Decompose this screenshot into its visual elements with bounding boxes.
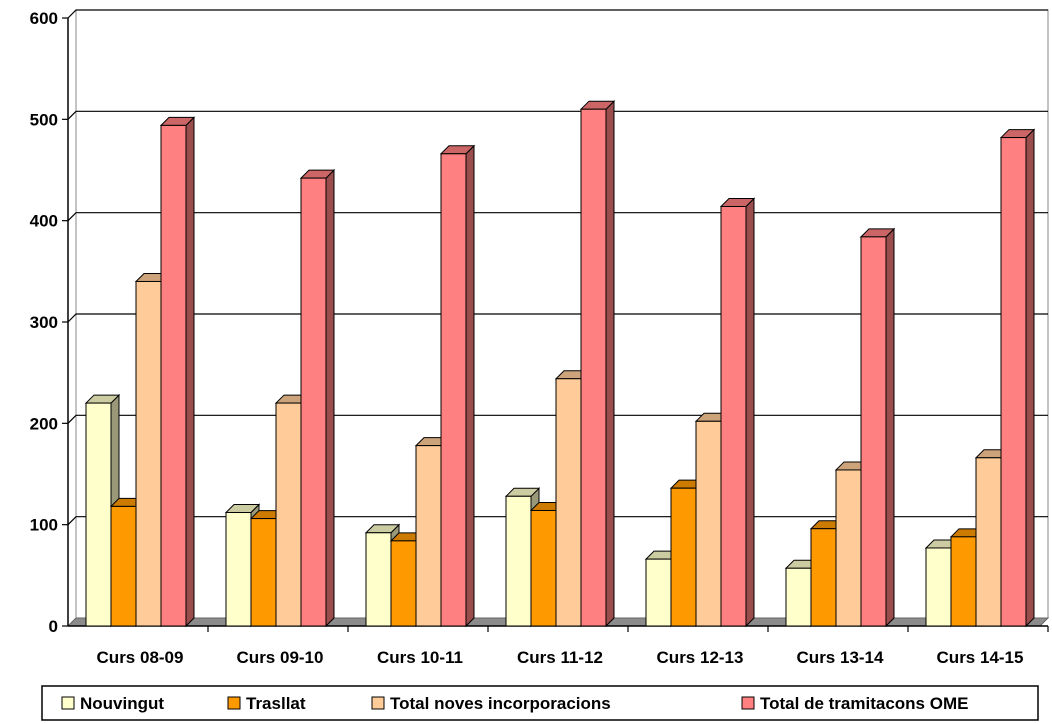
bar-front xyxy=(555,378,582,627)
x-tick-labels: Curs 08-09 Curs 09-10 Curs 10-11 Curs 11-12… xyxy=(97,648,1024,667)
legend-item: Total noves incorporacions xyxy=(371,694,611,713)
bar-side xyxy=(185,116,195,628)
bar-side xyxy=(745,197,755,628)
x-tick-label: Curs 08-09 xyxy=(97,648,184,667)
bar-front xyxy=(670,487,697,627)
legend-label: Nouvingut xyxy=(80,694,164,713)
bar-side xyxy=(325,168,335,628)
y-tick-label: 400 xyxy=(30,212,58,231)
x-tick-label: Curs 12-13 xyxy=(657,648,744,667)
bar-front xyxy=(720,205,747,627)
legend-item: Total de tramitacons OME xyxy=(741,694,968,713)
bar-side xyxy=(605,99,615,628)
bar-front xyxy=(440,153,467,627)
x-tick-label: Curs 09-10 xyxy=(237,648,324,667)
legend-swatch xyxy=(61,696,75,710)
legend-label: Trasllat xyxy=(246,694,306,713)
bar-front xyxy=(505,495,532,627)
bar xyxy=(159,116,196,628)
legend-swatch xyxy=(741,696,755,710)
bar-front xyxy=(530,509,557,627)
bar-front xyxy=(860,236,887,627)
bar-front xyxy=(580,108,607,627)
legend-label: Total noves incorporacions xyxy=(390,694,611,713)
legend-swatch xyxy=(227,696,241,710)
bar-side xyxy=(1025,128,1035,628)
bar-front xyxy=(135,280,162,627)
y-tick-label: 200 xyxy=(30,414,58,433)
bar-front xyxy=(225,512,252,627)
bar-front xyxy=(365,532,392,627)
bar-side xyxy=(465,144,475,628)
bar xyxy=(579,99,616,628)
legend-swatch xyxy=(371,696,385,710)
bar-front xyxy=(785,567,812,627)
y-tick-label: 300 xyxy=(30,313,58,332)
y-tick-label: 500 xyxy=(30,110,58,129)
legend-label: Total de tramitacons OME xyxy=(760,694,968,713)
bar-front xyxy=(110,505,137,627)
bar-front xyxy=(275,402,302,627)
x-tick-label: Curs 13-14 xyxy=(797,648,884,667)
bar-front xyxy=(160,124,187,627)
bar-front xyxy=(85,402,112,627)
bar-front xyxy=(1000,137,1027,627)
legend: Nouvingut Trasllat Total noves incorporaci… xyxy=(41,685,1039,721)
bar-front xyxy=(390,540,417,627)
bars xyxy=(84,99,1036,628)
y-tick-label: 100 xyxy=(30,516,58,535)
bar xyxy=(859,227,896,628)
gridline xyxy=(67,110,1048,120)
bar-front xyxy=(645,558,672,627)
bar-front xyxy=(925,547,952,627)
bar-front xyxy=(835,469,862,627)
bar-front xyxy=(300,177,327,627)
bar-front xyxy=(810,528,837,627)
bar-side xyxy=(885,227,895,628)
gridline xyxy=(67,9,1048,19)
bar-front xyxy=(950,536,977,627)
bar-front xyxy=(415,445,442,627)
bar xyxy=(299,168,336,628)
bar-front xyxy=(975,457,1002,627)
bar xyxy=(439,144,476,628)
x-tick-label: Curs 10-11 xyxy=(377,648,463,667)
bar-front xyxy=(695,420,722,627)
y-tick-label: 600 xyxy=(30,9,58,28)
y-tick-labels: 0 100 200 300 400 500 600 xyxy=(30,9,58,636)
x-tick-label: Curs 14-15 xyxy=(937,648,1024,667)
legend-frame xyxy=(41,685,1039,721)
legend-item: Trasllat xyxy=(227,694,306,713)
x-tick-label: Curs 11-12 xyxy=(517,648,603,667)
bar xyxy=(719,197,756,628)
y-tick-label: 0 xyxy=(49,617,58,636)
bar xyxy=(529,501,566,628)
bar xyxy=(999,128,1036,628)
legend-item: Nouvingut xyxy=(61,694,164,713)
bar-front xyxy=(250,518,277,627)
